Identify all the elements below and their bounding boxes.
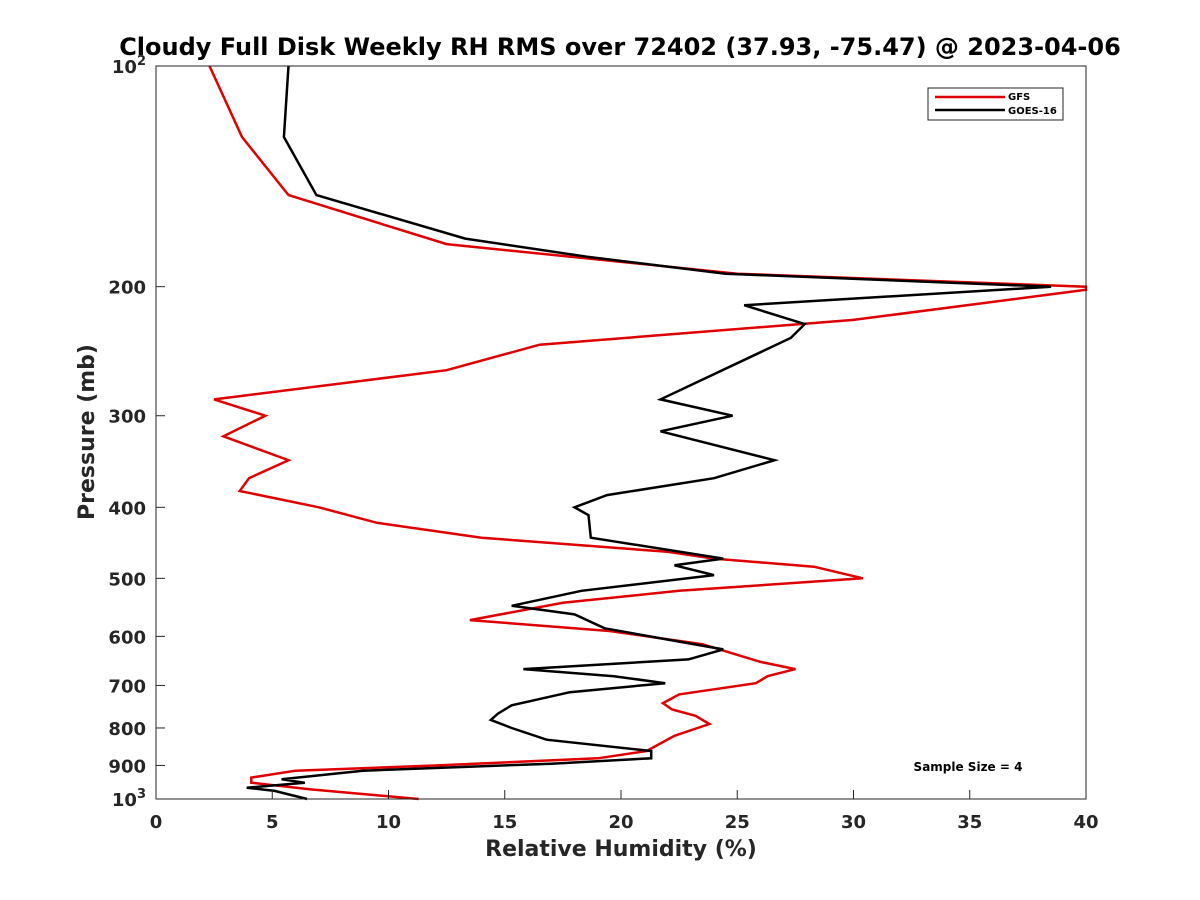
y-tick-label: 600 <box>108 627 146 648</box>
x-tick-label: 35 <box>957 812 982 833</box>
y-axis: 102 200 300 400 500 600 700 800 900 103 <box>108 54 165 811</box>
x-tick-label: 30 <box>841 812 866 833</box>
y-tick-label: 103 <box>112 787 146 811</box>
y-tick-label: 200 <box>108 278 146 299</box>
x-tick-label: 20 <box>608 812 633 833</box>
x-tick-label: 5 <box>266 812 279 833</box>
plot-area-frame <box>155 65 1087 800</box>
y-tick-label: 500 <box>108 569 146 590</box>
legend-label-goes16: GOES-16 <box>1008 106 1057 117</box>
y-axis-label: Pressure (mb) <box>75 344 100 520</box>
y-tick-label: 102 <box>112 54 146 78</box>
x-axis-label: Relative Humidity (%) <box>485 837 757 862</box>
legend: GFS GOES-16 <box>927 87 1064 121</box>
series-line-gfs <box>208 65 1088 801</box>
x-tick-label: 10 <box>376 812 401 833</box>
legend-box <box>927 87 1064 121</box>
x-tick-label: 15 <box>492 812 517 833</box>
legend-label-gfs: GFS <box>1008 92 1030 103</box>
plot-lines <box>208 65 1088 801</box>
x-tick-label: 40 <box>1073 812 1098 833</box>
x-axis: 0 5 10 15 20 25 30 35 40 <box>150 790 1099 833</box>
y-tick-label: 900 <box>108 756 146 777</box>
x-tick-label: 0 <box>150 812 163 833</box>
chart-title: Cloudy Full Disk Weekly RH RMS over 7240… <box>119 33 1121 61</box>
y-tick-label: 800 <box>108 719 146 740</box>
y-tick-label: 300 <box>108 407 146 428</box>
sample-size-annotation: Sample Size = 4 <box>914 760 1023 774</box>
series-line-goes16 <box>246 65 1052 801</box>
y-tick-label: 400 <box>108 498 146 519</box>
x-tick-label: 25 <box>725 812 750 833</box>
y-tick-label: 700 <box>108 676 146 697</box>
